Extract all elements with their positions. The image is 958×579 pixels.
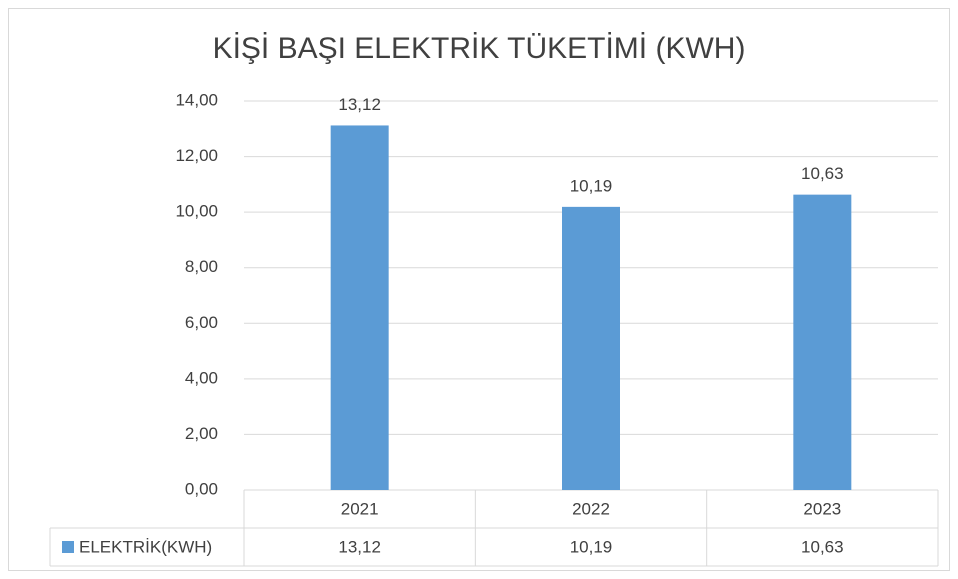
y-tick-label: 6,00 bbox=[185, 313, 218, 332]
x-tick-label: 2021 bbox=[341, 499, 379, 518]
chart-title: KİŞİ BAŞI ELEKTRİK TÜKETİMİ (KWH) bbox=[213, 32, 746, 65]
y-tick-label: 2,00 bbox=[185, 424, 218, 443]
y-tick-label: 4,00 bbox=[185, 368, 218, 387]
y-tick-label: 8,00 bbox=[185, 257, 218, 276]
bar bbox=[562, 206, 620, 490]
data-label: 13,12 bbox=[338, 95, 381, 114]
bar bbox=[793, 194, 852, 490]
y-tick-label: 12,00 bbox=[175, 146, 218, 165]
y-tick-label: 0,00 bbox=[185, 479, 218, 498]
chart-border bbox=[8, 8, 950, 571]
table-value: 13,12 bbox=[338, 537, 381, 556]
legend-label: ELEKTRİK(KWH) bbox=[79, 537, 212, 556]
bar bbox=[330, 125, 389, 491]
data-label: 10,63 bbox=[801, 164, 844, 183]
data-label: 10,19 bbox=[570, 176, 613, 195]
table-value: 10,19 bbox=[570, 537, 613, 556]
y-tick-label: 14,00 bbox=[175, 90, 218, 109]
table-value: 10,63 bbox=[801, 537, 844, 556]
x-tick-label: 2023 bbox=[803, 499, 841, 518]
y-tick-label: 10,00 bbox=[175, 202, 218, 221]
legend-swatch bbox=[62, 541, 74, 553]
x-tick-label: 2022 bbox=[572, 499, 610, 518]
